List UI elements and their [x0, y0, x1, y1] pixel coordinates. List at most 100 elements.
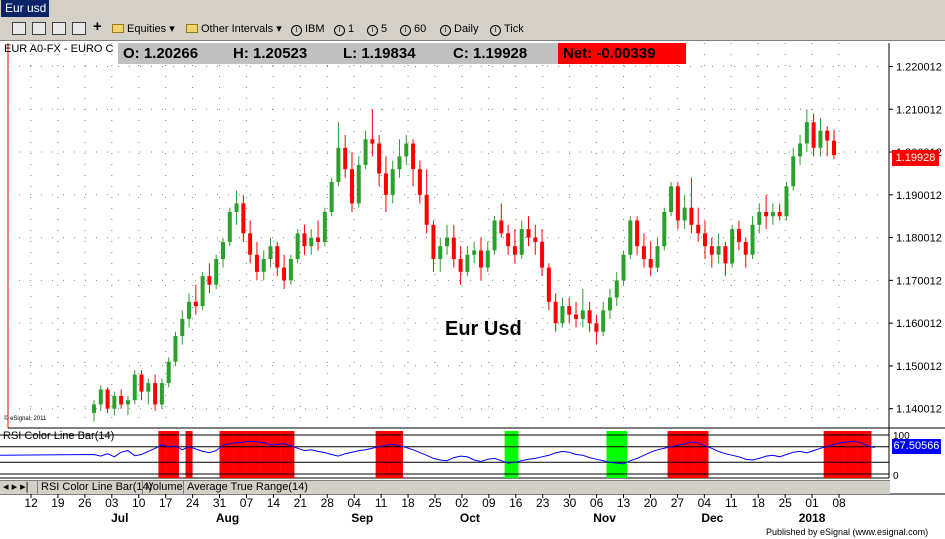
up-candle — [180, 318, 185, 337]
up-candle — [397, 156, 402, 170]
window-title[interactable]: Eur usd — [1, 0, 49, 17]
overbought-band — [280, 431, 288, 478]
equities-dropdown[interactable]: Equities ▾ — [112, 21, 175, 37]
interval-icon: I — [400, 25, 411, 36]
x-tick-label: 02 — [455, 496, 469, 510]
up-candle — [519, 229, 524, 255]
up-candle — [336, 147, 341, 183]
x-month-label: 2018 — [799, 511, 826, 525]
overbought-band — [239, 431, 247, 478]
overbought-band — [219, 431, 227, 478]
down-candle — [411, 143, 416, 170]
up-candle — [261, 259, 266, 272]
overbought-band — [171, 431, 179, 478]
up-candle — [309, 237, 314, 247]
rsi-line — [0, 440, 875, 465]
up-candle — [560, 306, 565, 324]
price-chart[interactable]: 1.2200121.2100121.2000121.1900121.180012… — [0, 41, 945, 539]
oversold-band — [613, 431, 621, 478]
interval-icon: I — [334, 25, 345, 36]
overbought-band — [844, 431, 852, 478]
interval-tick-button[interactable]: I Tick — [490, 21, 524, 37]
up-candle — [818, 130, 823, 148]
overbought-band — [667, 431, 675, 478]
down-candle — [193, 301, 198, 307]
overbought-band — [165, 431, 173, 478]
up-candle — [125, 400, 130, 405]
x-tick-label: 16 — [509, 496, 523, 510]
up-candle — [485, 250, 490, 268]
y-tick-label: 1.140012 — [896, 404, 942, 416]
up-candle — [132, 374, 137, 401]
down-candle — [105, 389, 110, 409]
down-candle — [764, 211, 769, 217]
overbought-band — [233, 431, 241, 478]
x-tick-label: 07 — [240, 496, 254, 510]
x-tick-label: 27 — [671, 496, 685, 510]
rsi-line-group: 100 0 — [0, 431, 910, 482]
up-candle — [214, 259, 219, 285]
tab-atr[interactable]: Average True Range(14) — [183, 481, 308, 494]
down-candle — [275, 246, 280, 268]
down-candle — [709, 246, 714, 255]
refresh-icon[interactable] — [32, 22, 46, 35]
tab-scroll-arrows[interactable]: ◂ ▸ ▸| — [3, 481, 29, 493]
tab-rsi[interactable]: RSI Color Line Bar(14) — [37, 481, 152, 494]
price-axis: 1.2200121.2100121.2000121.1900121.180012… — [889, 61, 942, 416]
up-candle — [356, 164, 361, 204]
chart-icon[interactable] — [12, 22, 26, 35]
net-change-value: Net: -0.00339 — [558, 43, 686, 64]
up-candle — [173, 336, 178, 362]
down-candle — [349, 169, 354, 204]
overbought-band — [389, 431, 397, 478]
add-icon[interactable]: + — [93, 18, 102, 35]
interval-60-button[interactable]: I 60 — [400, 21, 426, 37]
up-candle — [404, 143, 409, 157]
last-price-flag: 1.19928 — [892, 150, 939, 166]
up-candle — [234, 203, 239, 212]
overbought-band — [701, 431, 709, 478]
x-month-label: Nov — [593, 511, 616, 525]
interval-icon: I — [367, 25, 378, 36]
up-candle — [390, 169, 395, 195]
up-candle — [187, 301, 192, 319]
down-candle — [153, 383, 158, 405]
overbought-band — [226, 431, 234, 478]
down-candle — [417, 169, 422, 195]
y-tick-label: 1.220012 — [896, 61, 942, 73]
up-candle — [322, 211, 327, 242]
interval-label: Tick — [504, 23, 524, 35]
overbought-band — [850, 431, 858, 478]
down-candle — [743, 241, 748, 255]
up-candle — [363, 139, 368, 165]
down-candle — [424, 194, 429, 225]
tab-volume[interactable]: Volume — [142, 481, 183, 494]
down-candle — [254, 254, 259, 272]
x-month-label: Jul — [111, 511, 128, 525]
x-month-label: Dec — [701, 511, 723, 525]
up-candle — [295, 233, 300, 260]
overbought-band — [823, 431, 831, 478]
interval-ibm-button[interactable]: I IBM — [291, 21, 325, 37]
other-intervals-dropdown[interactable]: Other Intervals ▾ — [186, 21, 282, 37]
overbought-band — [396, 431, 404, 478]
properties-icon[interactable] — [72, 22, 86, 35]
up-candle — [472, 250, 477, 255]
overbought-band — [267, 431, 275, 478]
interval-daily-button[interactable]: I Daily — [440, 21, 478, 37]
copy-icon[interactable] — [52, 22, 66, 35]
down-candle — [526, 229, 531, 238]
down-candle — [567, 306, 572, 315]
high-value: H: 1.20523 — [228, 43, 338, 64]
up-candle — [445, 237, 450, 247]
up-candle — [146, 383, 151, 392]
x-tick-label: 25 — [778, 496, 792, 510]
up-candle — [770, 211, 775, 217]
down-candle — [540, 241, 545, 268]
down-candle — [703, 233, 708, 247]
overbought-band — [837, 431, 845, 478]
up-candle — [798, 143, 803, 157]
oversold-band — [511, 431, 519, 478]
